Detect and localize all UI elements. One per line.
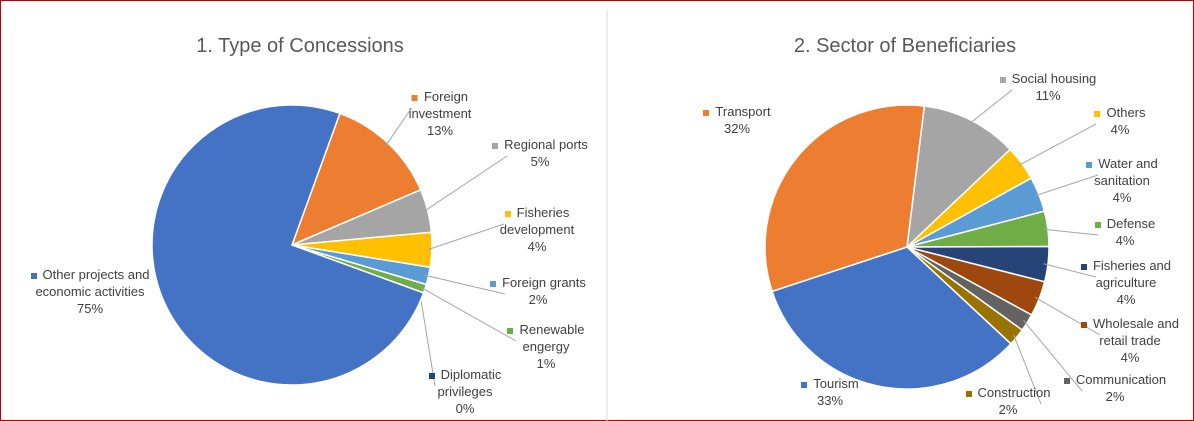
leader-line [1012, 334, 1042, 405]
value-label: 2% [528, 292, 548, 307]
legend-swatch [428, 372, 435, 379]
leader-line [1043, 263, 1097, 278]
data-label: Foreign investment 13% [393, 88, 488, 139]
data-label: Wholesale and retail trade 4% [1080, 315, 1180, 366]
legend-swatch [492, 142, 499, 149]
leader-line [1017, 123, 1097, 167]
leader-line [423, 155, 508, 213]
category-label: Construction [977, 385, 1051, 400]
pie-slice [151, 104, 425, 386]
value-label: 2% [998, 402, 1018, 417]
value-label: 4% [1115, 233, 1135, 248]
value-label: 4% [1120, 350, 1140, 365]
leader-line [419, 291, 436, 387]
category-label: Wholesale and retail trade [1093, 316, 1179, 348]
data-label: Water and sanitation 4% [1082, 155, 1162, 206]
category-label: Diplomatic privileges [437, 367, 502, 399]
value-label: 5% [530, 154, 550, 169]
legend-swatch [507, 327, 514, 334]
leader-line [424, 274, 506, 295]
leader-line [384, 107, 412, 147]
leader-line [1034, 296, 1101, 336]
data-label: Fisheries and agriculture 4% [1076, 257, 1176, 308]
category-label: Fisheries development [499, 205, 575, 237]
value-label: 13% [426, 123, 454, 138]
category-label: Transport [715, 104, 771, 119]
data-label: Foreign grants 2% [483, 274, 593, 308]
value-label: 4% [527, 239, 547, 254]
category-label: Foreign investment [408, 89, 472, 121]
data-label: Diplomatic privileges 0% [415, 366, 515, 417]
legend-swatch [999, 76, 1006, 83]
value-label: 75% [76, 301, 104, 316]
data-label: Communication 2% [1060, 371, 1170, 405]
legend-swatch [965, 390, 972, 397]
leader-line [1034, 174, 1099, 197]
legend-swatch [411, 94, 418, 101]
leader-line [427, 223, 505, 251]
data-label: Regional ports 5% [485, 136, 595, 170]
value-label: 0% [455, 401, 475, 416]
data-label: Defense 4% [1080, 215, 1170, 249]
category-label: Regional ports [504, 137, 588, 152]
category-label: Defense [1106, 216, 1156, 231]
category-label: Fisheries and agriculture [1092, 258, 1172, 290]
legend-swatch [490, 280, 497, 287]
value-label: 1% [536, 356, 556, 371]
category-label: Tourism [813, 376, 859, 391]
legend-swatch [30, 272, 37, 279]
category-label: Water and sanitation [1094, 156, 1158, 188]
legend-swatch [801, 381, 808, 388]
value-label: 32% [723, 121, 751, 136]
value-label: 33% [816, 393, 844, 408]
data-label: Social housing 11% [988, 70, 1108, 104]
leader-line [1043, 228, 1099, 236]
data-label: Fisheries development 4% [482, 204, 592, 255]
pie-slice [290, 112, 422, 247]
legend-swatch [1081, 321, 1087, 328]
legend-swatch [1080, 263, 1087, 270]
pie-slice [764, 104, 926, 293]
data-label: Renewable engergy 1% [496, 321, 596, 372]
value-label: 4% [1112, 190, 1132, 205]
legend-swatch [504, 210, 511, 217]
legend-swatch [1094, 110, 1101, 117]
legend-swatch [1086, 161, 1093, 168]
value-label: 2% [1105, 389, 1125, 404]
legend-swatch [703, 109, 710, 116]
data-label: Other projects and economic activities 75… [30, 266, 150, 317]
data-label: Transport 32% [692, 103, 782, 137]
category-label: Other projects and economic activities [35, 267, 150, 299]
pie-slice [906, 105, 1012, 249]
leader-line [1023, 320, 1083, 392]
category-label: Communication [1075, 372, 1167, 387]
category-label: Social housing [1011, 71, 1097, 86]
pie-slice [771, 246, 1012, 390]
value-label: 11% [1035, 88, 1061, 103]
legend-swatch [1094, 221, 1101, 228]
category-label: Renewable engergy [519, 322, 585, 354]
chart-title: 1. Type of Concessions [196, 35, 404, 57]
category-label: Others [1106, 105, 1146, 120]
chart-title: 2. Sector of Beneficiaries [794, 35, 1016, 57]
data-label: Construction 2% [953, 384, 1063, 418]
leader-line [420, 286, 517, 342]
data-label: Tourism 33% [790, 375, 870, 409]
category-label: Foreign grants [502, 275, 586, 290]
leader-line [968, 89, 1013, 125]
value-label: 4% [1110, 122, 1130, 137]
value-label: 4% [1116, 292, 1136, 307]
legend-swatch [1063, 377, 1070, 384]
data-label: Others 4% [1080, 104, 1160, 138]
